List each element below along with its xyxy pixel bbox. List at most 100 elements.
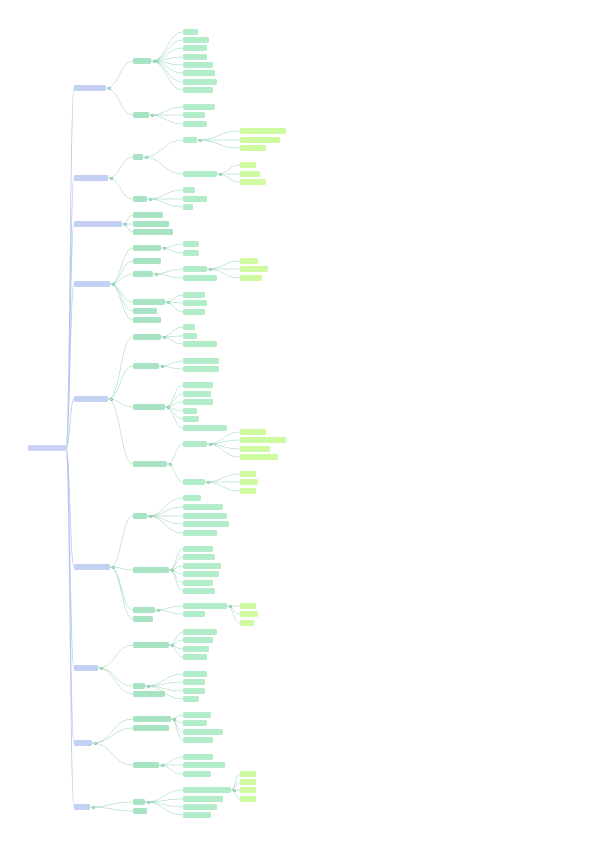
mindmap-node-level-2[interactable] [133, 58, 151, 64]
mindmap-node-level-3[interactable] [183, 104, 215, 110]
mindmap-node-level-3[interactable] [183, 121, 207, 127]
collapse-toggle-icon[interactable] [155, 272, 158, 276]
mindmap-node-level-3[interactable] [183, 333, 197, 339]
mindmap-node-level-4[interactable] [240, 266, 268, 272]
mindmap-node-level-2[interactable] [133, 404, 165, 410]
collapse-toggle-icon[interactable] [110, 397, 113, 401]
mindmap-node-level-3[interactable] [183, 804, 217, 810]
mindmap-node-level-2[interactable] [133, 691, 165, 697]
mindmap-node-level-4[interactable] [240, 437, 286, 443]
mindmap-node-level-4[interactable] [240, 454, 278, 460]
mindmap-node-level-3[interactable] [183, 554, 215, 560]
collapse-toggle-icon[interactable] [157, 608, 160, 612]
mindmap-node-level-3[interactable] [183, 571, 219, 577]
mindmap-node-level-3[interactable] [183, 563, 221, 569]
mindmap-node-level-2[interactable] [133, 112, 149, 118]
mindmap-node-level-3[interactable] [183, 629, 217, 635]
mindmap-node-level-3[interactable] [183, 292, 205, 298]
mindmap-node-level-3[interactable] [183, 441, 207, 447]
collapse-toggle-icon[interactable] [167, 405, 170, 409]
mindmap-node-level-3[interactable] [183, 712, 211, 718]
mindmap-node-level-2[interactable] [133, 762, 159, 768]
mindmap-node-level-4[interactable] [240, 258, 258, 264]
collapse-toggle-icon[interactable] [199, 138, 202, 142]
mindmap-node-level-2[interactable] [133, 716, 171, 722]
mindmap-node-level-3[interactable] [183, 771, 211, 777]
mindmap-node-level-3[interactable] [183, 266, 207, 272]
mindmap-node-level-4[interactable] [240, 128, 286, 134]
collapse-toggle-icon[interactable] [153, 59, 156, 63]
mindmap-node-level-3[interactable] [183, 45, 207, 51]
mindmap-node-level-2[interactable] [133, 513, 147, 519]
mindmap-node-level-3[interactable] [183, 812, 211, 818]
collapse-toggle-icon[interactable] [94, 741, 97, 745]
mindmap-node-level-1[interactable] [74, 665, 98, 671]
mindmap-node-level-3[interactable] [183, 62, 213, 68]
mindmap-node-level-2[interactable] [133, 808, 147, 814]
mindmap-node-level-2[interactable] [133, 725, 169, 731]
mindmap-node-level-2[interactable] [133, 461, 167, 467]
mindmap-node-level-1[interactable] [74, 740, 92, 746]
mindmap-node-level-1[interactable] [74, 564, 110, 570]
mindmap-node-level-3[interactable] [183, 796, 223, 802]
mindmap-node-level-2[interactable] [133, 567, 169, 573]
mindmap-node-level-3[interactable] [183, 425, 227, 431]
mindmap-node-level-3[interactable] [183, 70, 215, 76]
mindmap-node-level-2[interactable] [133, 212, 163, 218]
mindmap-node-level-3[interactable] [183, 688, 205, 694]
mindmap-node-level-3[interactable] [183, 513, 227, 519]
mindmap-node-level-4[interactable] [240, 162, 256, 168]
mindmap-node-level-1[interactable] [74, 85, 106, 91]
mindmap-node-level-3[interactable] [183, 479, 205, 485]
mindmap-node-level-2[interactable] [133, 154, 143, 160]
mindmap-node-level-3[interactable] [183, 530, 217, 536]
collapse-toggle-icon[interactable] [112, 565, 115, 569]
mindmap-node-level-1[interactable] [74, 175, 108, 181]
mindmap-node-level-3[interactable] [183, 137, 197, 143]
collapse-toggle-icon[interactable] [92, 805, 95, 809]
mindmap-node-level-2[interactable] [133, 607, 155, 613]
mindmap-node-level-4[interactable] [240, 787, 256, 793]
collapse-toggle-icon[interactable] [112, 282, 115, 286]
collapse-toggle-icon[interactable] [151, 113, 154, 117]
mindmap-node-level-2[interactable] [133, 317, 161, 323]
mindmap-node-level-3[interactable] [183, 646, 209, 652]
mindmap-node-level-3[interactable] [183, 611, 205, 617]
mindmap-node-level-4[interactable] [240, 479, 258, 485]
mindmap-node-level-1[interactable] [74, 804, 90, 810]
mindmap-node-level-2[interactable] [133, 616, 153, 622]
mindmap-node-level-3[interactable] [183, 187, 195, 193]
collapse-toggle-icon[interactable] [161, 763, 164, 767]
mindmap-node-level-3[interactable] [183, 29, 198, 35]
collapse-toggle-icon[interactable] [233, 788, 236, 792]
collapse-toggle-icon[interactable] [161, 364, 164, 368]
mindmap-node-level-3[interactable] [183, 324, 195, 330]
mindmap-node-level-3[interactable] [183, 196, 207, 202]
mindmap-node-level-4[interactable] [240, 620, 254, 626]
collapse-toggle-icon[interactable] [207, 480, 210, 484]
collapse-toggle-icon[interactable] [163, 246, 166, 250]
mindmap-node-level-2[interactable] [133, 334, 161, 340]
mindmap-node-level-2[interactable] [133, 363, 159, 369]
mindmap-root-node[interactable] [28, 445, 66, 451]
mindmap-node-level-3[interactable] [183, 737, 213, 743]
mindmap-node-level-4[interactable] [240, 275, 262, 281]
mindmap-node-level-4[interactable] [240, 179, 266, 185]
collapse-toggle-icon[interactable] [229, 604, 232, 608]
mindmap-node-level-2[interactable] [133, 642, 169, 648]
mindmap-node-level-3[interactable] [183, 416, 199, 422]
mindmap-node-level-3[interactable] [183, 729, 223, 735]
mindmap-node-level-2[interactable] [133, 683, 145, 689]
mindmap-node-level-3[interactable] [183, 391, 211, 397]
mindmap-node-level-4[interactable] [240, 171, 260, 177]
mindmap-node-level-2[interactable] [133, 245, 161, 251]
collapse-toggle-icon[interactable] [147, 684, 150, 688]
mindmap-node-level-4[interactable] [240, 471, 256, 477]
mindmap-node-level-3[interactable] [183, 171, 217, 177]
mindmap-node-level-2[interactable] [133, 299, 165, 305]
collapse-toggle-icon[interactable] [167, 300, 170, 304]
mindmap-node-level-3[interactable] [183, 87, 213, 93]
mindmap-node-level-4[interactable] [240, 771, 256, 777]
collapse-toggle-icon[interactable] [169, 462, 172, 466]
collapse-toggle-icon[interactable] [145, 155, 148, 159]
